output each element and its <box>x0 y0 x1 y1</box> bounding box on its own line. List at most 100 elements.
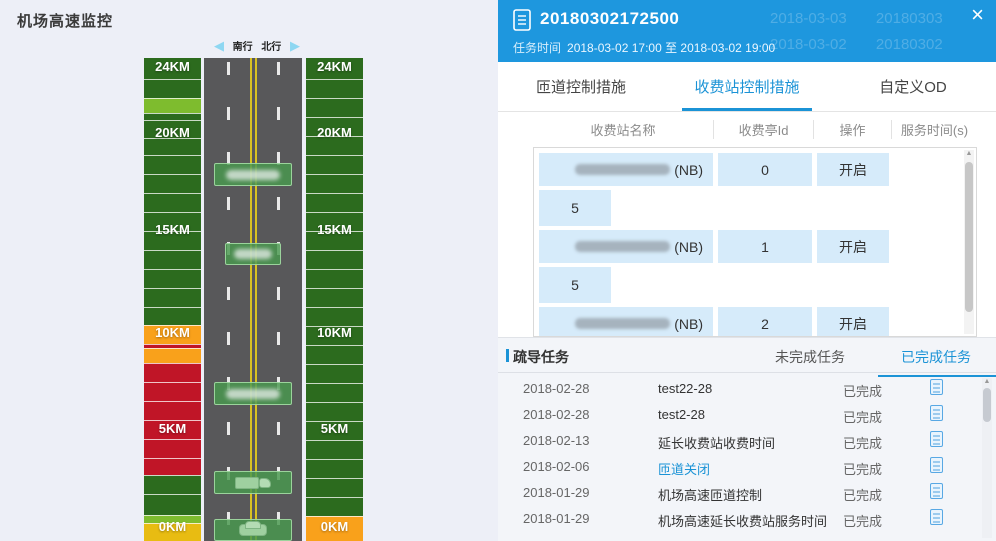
task-status: 已完成 <box>843 514 883 529</box>
censored-text <box>226 169 280 180</box>
scrollbar-thumb[interactable] <box>983 388 991 422</box>
station-name-cell: (NB) <box>539 153 713 186</box>
col-action: 操作 <box>813 119 891 139</box>
open-action-button[interactable]: 开启 <box>817 153 889 186</box>
congestion-segment-red <box>144 401 201 420</box>
station-sign-marker[interactable] <box>225 243 281 265</box>
service-time-cell: 5 <box>539 267 611 303</box>
close-icon[interactable]: × <box>971 2 984 27</box>
northbound-label: 北行 <box>261 41 282 53</box>
congestion-segment-red <box>144 382 201 401</box>
direction-indicator: ◀ 南行 北行 ▶ <box>214 36 300 54</box>
station-sign-marker[interactable] <box>214 471 292 494</box>
censored-name <box>575 318 671 329</box>
congestion-segment-dark_green <box>306 440 363 459</box>
task-id-title: 20180302172500 <box>540 9 680 28</box>
station-sign-marker[interactable] <box>214 519 292 541</box>
col-booth-id: 收费亭Id <box>713 119 813 139</box>
task-time-value: 2018-03-02 17:00 至 2018-03-02 19:00 <box>567 41 776 55</box>
task-date: 2018-01-29 <box>523 485 590 500</box>
station-sign-marker[interactable] <box>214 382 292 405</box>
task-date: 2018-02-28 <box>523 407 590 422</box>
station-name-cell: (NB) <box>539 230 713 263</box>
congestion-segment-dark_green <box>306 478 363 497</box>
road-diagram <box>204 58 302 541</box>
open-action-button[interactable]: 开启 <box>817 230 889 263</box>
congestion-segment-dark_green <box>306 155 363 174</box>
task-status: 已完成 <box>843 410 883 425</box>
censored-name <box>575 241 671 252</box>
task-document-icon[interactable] <box>930 405 943 421</box>
scroll-up-icon[interactable]: ▲ <box>983 378 991 385</box>
task-name: test22-28 <box>658 381 713 396</box>
center-line <box>250 58 252 541</box>
congestion-segment-dark_green <box>306 174 363 193</box>
congestion-segment-dark_green <box>144 250 201 269</box>
tab-finished-tasks[interactable]: 已完成任务 <box>878 349 996 377</box>
congestion-segment-light_green <box>144 98 201 113</box>
congestion-segment-dark_green <box>306 345 363 364</box>
task-header: 2018-03-03 20180303 2018-03-02 20180302 … <box>498 0 996 62</box>
task-date: 2018-02-13 <box>523 433 590 448</box>
congestion-segment-dark_green <box>144 269 201 288</box>
censored-text <box>234 249 272 259</box>
congestion-segment-red <box>144 458 201 475</box>
congestion-segment-dark_green <box>144 138 201 155</box>
congestion-segment-dark_green <box>144 212 201 231</box>
tab-unfinished-tasks[interactable]: 未完成任务 <box>775 349 845 365</box>
table-scrollbar[interactable]: ▲ <box>964 150 974 334</box>
censored-text <box>226 388 280 399</box>
congestion-segment-dark_green <box>306 193 363 212</box>
congestion-segment-dark_green <box>306 117 363 136</box>
scroll-up-icon[interactable]: ▲ <box>965 150 973 157</box>
station-name-suffix: (NB) <box>674 315 703 332</box>
task-detail-panel: 2018-03-03 20180303 2018-03-02 20180302 … <box>498 0 996 541</box>
task-document-icon[interactable] <box>930 431 943 447</box>
service-time-row: 5 <box>534 190 976 226</box>
truck-icon <box>233 476 273 490</box>
toll-table-header: 收费站名称 收费亭Id 操作 服务时间(s) <box>533 112 977 146</box>
congestion-segment-dark_green <box>144 494 201 515</box>
task-time: 任务时间 2018-03-02 17:00 至 2018-03-02 19:00 <box>513 39 775 56</box>
task-name-link[interactable]: 匝道关闭 <box>658 462 711 477</box>
task-list-scrollbar[interactable]: ▲ <box>982 378 992 538</box>
control-tabs: 匝道控制措施 收费站控制措施 自定义OD <box>498 62 996 112</box>
congestion-segment-dark_green <box>144 174 201 193</box>
congestion-segment-dark_green <box>144 155 201 174</box>
task-row: 2018-02-06 匝道关闭 已完成 <box>498 454 996 480</box>
congestion-segment-red <box>144 439 201 458</box>
congestion-segment-dark_green <box>306 269 363 288</box>
task-document-icon[interactable] <box>930 379 943 395</box>
task-document-icon[interactable] <box>930 457 943 473</box>
congestion-segment-dark_green <box>306 326 363 345</box>
censored-name <box>575 164 671 175</box>
task-name: 延长收费站收费时间 <box>658 436 776 451</box>
toll-station-row: (NB) 2 开启 <box>534 307 976 336</box>
task-status: 已完成 <box>843 462 883 477</box>
task-document-icon[interactable] <box>930 483 943 499</box>
task-row: 2018-01-29 机场高速延长收费站服务时间 已完成 <box>498 506 996 532</box>
station-name-suffix: (NB) <box>674 238 703 255</box>
task-status: 已完成 <box>843 488 883 503</box>
open-action-button[interactable]: 开启 <box>817 307 889 336</box>
task-document-icon[interactable] <box>930 509 943 525</box>
tab-custom-od[interactable]: 自定义OD <box>879 79 947 96</box>
station-sign-marker[interactable] <box>214 163 292 186</box>
task-time-label: 任务时间 <box>513 41 562 55</box>
congestion-segment-dark_green <box>306 383 363 402</box>
congestion-segment-dark_green <box>144 288 201 307</box>
scrollbar-thumb[interactable] <box>965 162 973 312</box>
southbound-congestion-bar: 24KM 20KM 15KM 10KM 5KM 0KM <box>144 58 201 541</box>
task-row: 2018-02-13 延长收费站收费时间 已完成 <box>498 428 996 454</box>
congestion-segment-dark_green <box>306 212 363 231</box>
task-date: 2018-02-28 <box>523 381 590 396</box>
congestion-segment-dark_green <box>144 475 201 494</box>
congestion-segment-red <box>144 363 201 382</box>
northbound-arrow-icon: ▶ <box>289 37 300 53</box>
tab-toll-station-control[interactable]: 收费站控制措施 <box>664 62 830 111</box>
congestion-segment-dark_green <box>306 288 363 307</box>
congestion-segment-dark_green <box>144 113 201 120</box>
congestion-segment-dark_green <box>306 98 363 117</box>
tab-ramp-control[interactable]: 匝道控制措施 <box>535 79 626 96</box>
